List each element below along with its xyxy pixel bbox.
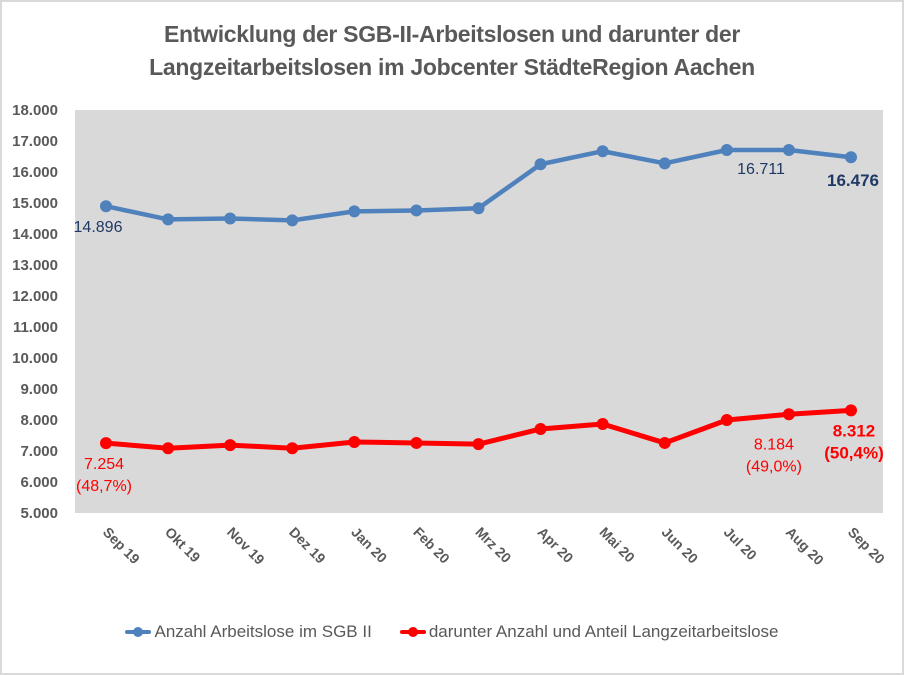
data-point: [845, 151, 857, 164]
data-point: [286, 214, 299, 227]
x-tick-label: Feb 20: [410, 524, 453, 567]
data-point: [845, 404, 857, 417]
legend-label: Anzahl Arbeitslose im SGB II: [154, 622, 372, 641]
y-tick-label: 13.000: [12, 257, 58, 274]
legend-label: darunter Anzahl und Anteil Langzeitarbei…: [428, 622, 779, 641]
data-point: [720, 414, 733, 426]
y-tick-label: 17.000: [12, 133, 58, 150]
data-point: [162, 442, 175, 455]
data-point: [658, 436, 671, 449]
legend-swatch-dot: [407, 627, 418, 637]
y-tick-label: 18.000: [12, 102, 58, 119]
x-tick-label: Aug 20: [783, 524, 827, 568]
data-point: [782, 408, 795, 421]
data-point: [472, 202, 485, 215]
x-tick-label: Jul 20: [721, 524, 761, 564]
y-tick-label: 7.000: [20, 443, 58, 460]
x-tick-label: Jun 20: [659, 524, 702, 567]
data-point: [782, 143, 795, 156]
y-tick-label: 8.000: [20, 412, 58, 429]
data-label: 16.476: [827, 171, 879, 190]
data-point: [410, 436, 423, 449]
data-point: [410, 204, 423, 217]
legend-line-marker-icon: [399, 625, 426, 639]
chart-title-line-2: Langzeitarbeitslosen im Jobcenter Städte…: [149, 54, 755, 80]
data-point: [224, 212, 237, 225]
legend-swatch-dot: [133, 627, 144, 637]
data-label: 8.184: [754, 436, 794, 453]
y-tick-label: 12.000: [12, 288, 58, 305]
x-tick-label: Dez 19: [286, 524, 329, 567]
legend-line-marker-icon: [125, 625, 152, 639]
data-label-share: (48,7%): [76, 478, 132, 495]
chart-title-line-1: Entwicklung der SGB-II-Arbeitslosen und …: [163, 21, 741, 47]
data-point: [658, 157, 671, 170]
chart-title: Entwicklung der SGB-II-Arbeitslosen und …: [0, 18, 904, 84]
x-tick-label: Okt 19: [162, 524, 204, 566]
data-point: [224, 439, 237, 452]
series-group: [100, 143, 857, 455]
data-point: [534, 422, 547, 435]
y-tick-label: 16.000: [12, 164, 58, 181]
data-label: 8.312: [833, 421, 876, 440]
x-tick-label: Apr 20: [534, 524, 576, 566]
data-point: [596, 418, 609, 431]
y-tick-label: 6.000: [20, 474, 58, 491]
y-tick-label: 5.000: [20, 505, 58, 522]
data-point: [534, 158, 547, 171]
data-label: 7.254: [84, 456, 124, 473]
data-point: [100, 200, 112, 213]
x-tick-label: Mrz 20: [472, 524, 514, 566]
x-tick-label: Sep 19: [100, 524, 143, 567]
legend-item-langzeit[interactable]: darunter Anzahl und Anteil Langzeitarbei…: [399, 622, 779, 642]
data-point: [472, 438, 485, 451]
x-tick-label: Mai 20: [597, 524, 639, 566]
y-tick-label: 9.000: [20, 381, 58, 398]
data-label: 14.896: [74, 219, 123, 236]
data-label: 16.711: [737, 161, 785, 178]
data-labels: 14.896 16.711 16.476 7.254 (48,7%) 8.184 (49,0…: [74, 161, 884, 495]
x-tick-label: Jan 20: [348, 524, 390, 566]
y-tick-label: 11.000: [13, 319, 58, 336]
data-point: [596, 145, 609, 158]
y-axis: 5.000 6.000 7.000 8.000 9.000 10.000 11.000 12.…: [12, 102, 58, 522]
data-point: [286, 442, 299, 455]
data-point: [348, 205, 361, 218]
data-point: [100, 437, 112, 450]
y-tick-label: 10.000: [12, 350, 58, 367]
y-tick-label: 15.000: [12, 195, 58, 212]
data-point: [720, 143, 733, 156]
y-tick-label: 14.000: [12, 226, 58, 243]
data-label-share: (49,0%): [746, 458, 802, 475]
x-tick-label: Nov 19: [224, 524, 268, 568]
legend: Anzahl Arbeitslose im SGB II darunter An…: [0, 622, 904, 642]
legend-item-sgb2[interactable]: Anzahl Arbeitslose im SGB II: [125, 622, 372, 642]
data-point: [162, 213, 175, 226]
data-point: [348, 436, 361, 449]
x-tick-label: Sep 20: [845, 524, 888, 567]
data-label-share: (50,4%): [824, 443, 884, 462]
x-axis: Sep 19 Okt 19 Nov 19 Dez 19 Jan 20 Feb 20 Mrz …: [100, 524, 888, 568]
